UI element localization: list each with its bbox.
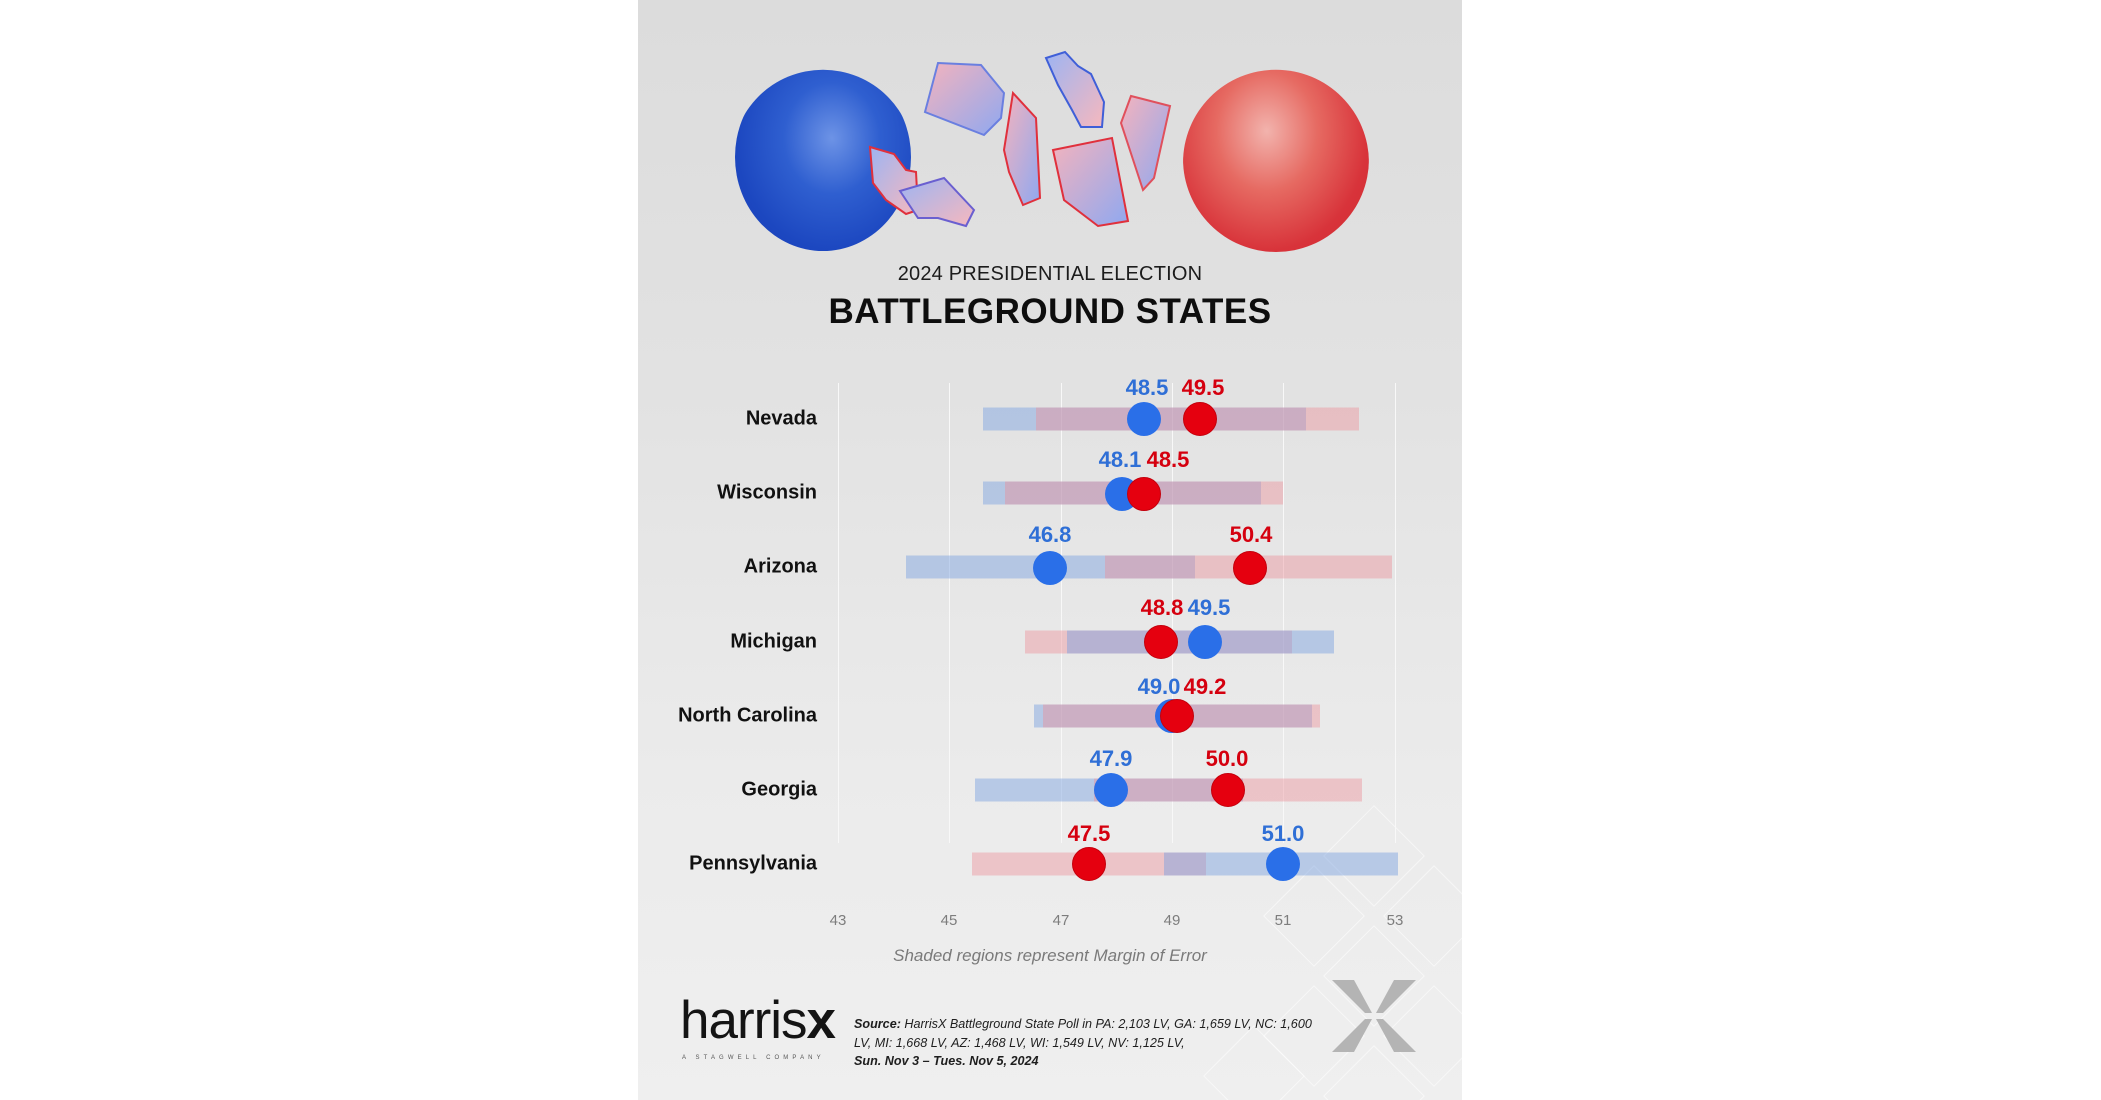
logo-tagline: A STAGWELL COMPANY bbox=[682, 1055, 825, 1061]
value-label-red: 50.4 bbox=[1229, 522, 1273, 547]
state-label: Nevada bbox=[745, 407, 817, 430]
value-label-red: 49.2 bbox=[1183, 674, 1227, 699]
value-label-blue: 49.5 bbox=[1187, 595, 1231, 620]
value-label-red: 50.0 bbox=[1205, 746, 1249, 771]
data-dot-red bbox=[1127, 477, 1161, 511]
state-label: Wisconsin bbox=[717, 481, 817, 504]
data-dot-red bbox=[1160, 699, 1194, 733]
state-shape-nevada bbox=[1119, 94, 1172, 192]
value-label-blue: 49.0 bbox=[1137, 674, 1181, 699]
value-label-blue: 48.1 bbox=[1098, 447, 1142, 472]
gridline-53 bbox=[1395, 383, 1396, 843]
value-label-blue: 48.5 bbox=[1125, 375, 1169, 400]
value-label-red: 48.8 bbox=[1140, 595, 1184, 620]
gridline-43 bbox=[838, 383, 839, 843]
data-dot-red bbox=[1183, 402, 1217, 436]
state-shape-georgia bbox=[1002, 90, 1042, 207]
x-mark-icon bbox=[1332, 980, 1416, 1052]
infographic-poster: 2024 PRESIDENTIAL ELECTION BATTLEGROUND … bbox=[638, 0, 1462, 1100]
state-shapes-illustration bbox=[868, 50, 1172, 228]
value-label-blue: 47.9 bbox=[1089, 746, 1133, 771]
data-dot-red bbox=[1072, 847, 1106, 881]
harrisx-logo: harrisx bbox=[680, 991, 837, 1050]
source-text: HarrisX Battleground State Poll in PA: 2… bbox=[854, 1017, 1312, 1050]
poster-subtitle: 2024 PRESIDENTIAL ELECTION bbox=[897, 263, 1203, 285]
value-label-blue: 46.8 bbox=[1028, 522, 1072, 547]
logo-x: x bbox=[806, 991, 837, 1050]
state-label: North Carolina bbox=[678, 704, 817, 727]
x-tick: 45 bbox=[940, 912, 958, 929]
data-dot-blue bbox=[1094, 773, 1128, 807]
data-dot-red bbox=[1233, 551, 1267, 585]
value-label-red: 47.5 bbox=[1067, 821, 1111, 846]
gridline-49 bbox=[1172, 383, 1173, 843]
source-note: Source: HarrisX Battleground State Poll … bbox=[854, 1015, 1314, 1071]
data-dot-blue bbox=[1033, 551, 1067, 585]
x-tick: 47 bbox=[1052, 912, 1070, 929]
state-label: Michigan bbox=[730, 630, 817, 653]
value-label-red: 49.5 bbox=[1181, 375, 1225, 400]
poll-dates: Sun. Nov 3 – Tues. Nov 5, 2024 bbox=[854, 1054, 1039, 1068]
poster-title: BATTLEGROUND STATES bbox=[828, 292, 1272, 331]
data-dot-blue bbox=[1266, 847, 1300, 881]
data-dot-red bbox=[1211, 773, 1245, 807]
x-tick: 53 bbox=[1386, 912, 1404, 929]
data-dot-blue bbox=[1127, 402, 1161, 436]
state-shape-pennsylvania bbox=[923, 61, 1006, 137]
value-label-red: 48.5 bbox=[1146, 447, 1190, 472]
state-shape-north-carolina bbox=[898, 176, 976, 228]
margin-of-error-note: Shaded regions represent Margin of Error bbox=[893, 946, 1207, 965]
state-label: Pennsylvania bbox=[689, 852, 817, 875]
value-label-blue: 51.0 bbox=[1261, 821, 1305, 846]
x-tick: 49 bbox=[1163, 912, 1181, 929]
x-tick: 51 bbox=[1274, 912, 1292, 929]
state-label: Georgia bbox=[741, 778, 817, 801]
data-dot-red bbox=[1144, 625, 1178, 659]
source-label: Source: bbox=[854, 1017, 901, 1031]
logo-text: harris bbox=[680, 991, 808, 1050]
gridline-51 bbox=[1283, 383, 1284, 843]
state-label: Arizona bbox=[743, 555, 817, 578]
gridline-47 bbox=[1061, 383, 1062, 843]
data-dot-blue bbox=[1188, 625, 1222, 659]
gridline-45 bbox=[949, 383, 950, 843]
state-shape-michigan bbox=[1044, 50, 1106, 128]
state-shape-arizona bbox=[1051, 136, 1130, 228]
x-tick: 43 bbox=[829, 912, 847, 929]
candidate-portrait-red bbox=[1183, 69, 1369, 252]
